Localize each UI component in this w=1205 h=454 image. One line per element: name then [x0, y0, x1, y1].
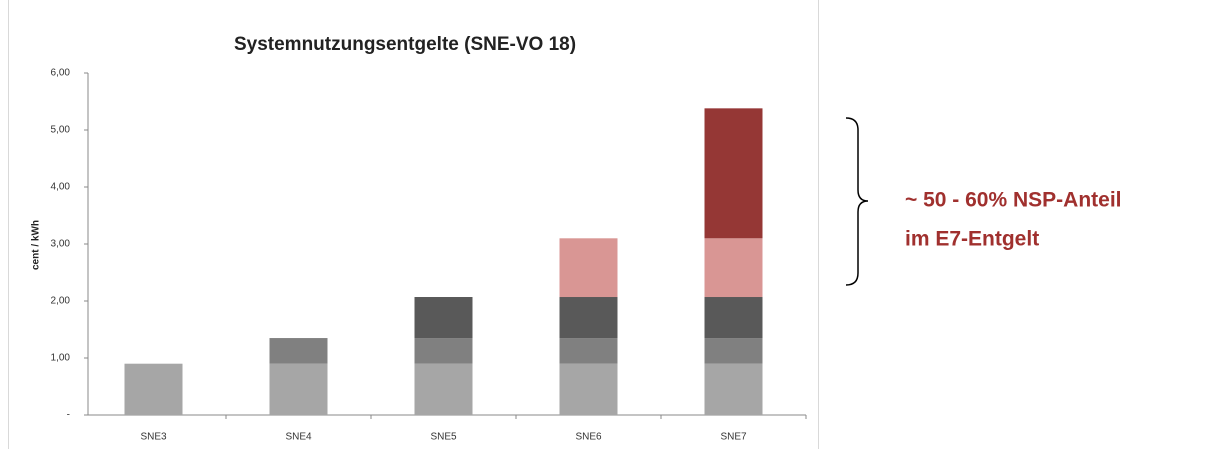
bar-segment	[414, 338, 473, 364]
y-tick-label: 1,00	[51, 353, 71, 364]
x-tick-label: SNE5	[430, 432, 457, 443]
bar-segment	[704, 338, 763, 364]
bar-segment	[414, 363, 473, 415]
y-axis-label: cent / kWh	[31, 220, 42, 270]
bar-segment	[704, 297, 763, 339]
y-tick-label: 3,00	[51, 239, 71, 250]
x-tick-label: SNE7	[720, 432, 747, 443]
bracket	[845, 117, 869, 286]
bar-segment	[559, 297, 618, 339]
x-tick-label: SNE6	[575, 432, 602, 443]
x-tick-label: SNE4	[285, 432, 312, 443]
annotation: im E7-Entgelt	[905, 228, 1039, 251]
bar-segment	[269, 338, 328, 364]
bar-segment	[704, 108, 763, 239]
bar-segment	[124, 363, 183, 415]
y-tick-label: 4,00	[51, 182, 71, 193]
y-tick-label: 6,00	[51, 68, 71, 79]
x-tick-label: SNE3	[140, 432, 167, 443]
bar-segment	[269, 363, 328, 415]
bar-segment	[559, 363, 618, 415]
y-tick-label: 5,00	[51, 125, 71, 136]
bar-segment	[559, 238, 618, 298]
bar-segment	[414, 297, 473, 339]
y-tick-label: 2,00	[51, 296, 71, 307]
bar-segment	[704, 363, 763, 415]
chart-title: Systemnutzungsentgelte (SNE-VO 18)	[234, 34, 576, 55]
bar-segment	[704, 238, 763, 298]
bar-segment	[559, 338, 618, 364]
y-tick-label: -	[67, 410, 70, 421]
annotation: ~ 50 - 60% NSP-Anteil	[905, 189, 1122, 212]
